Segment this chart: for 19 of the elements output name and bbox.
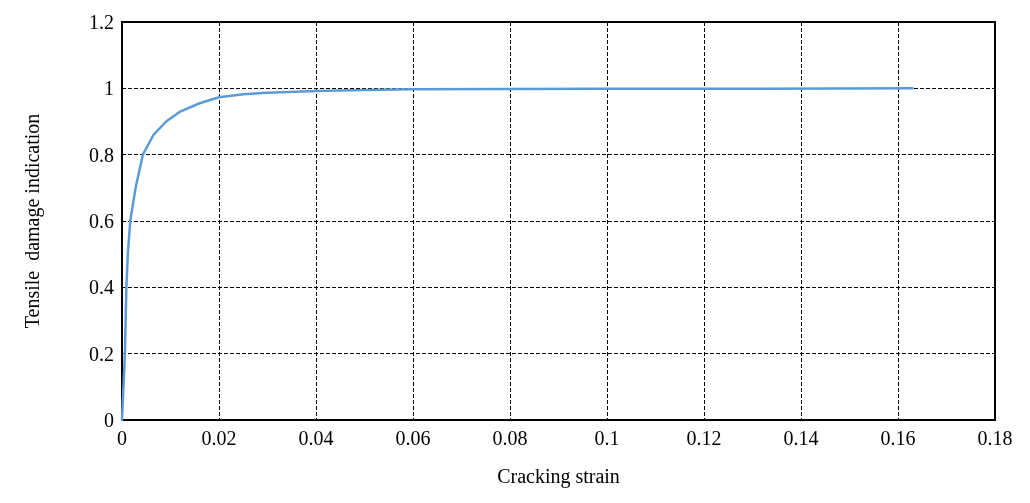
- x-tick-label: 0.08: [492, 427, 528, 449]
- line-series: [120, 87, 914, 422]
- x-tick-label: 0.14: [783, 427, 819, 449]
- x-tick-label: 0.18: [977, 427, 1013, 449]
- x-tick-label: 0.06: [395, 427, 431, 449]
- y-tick-label: 1.2: [89, 11, 114, 33]
- x-tick-label: 0.1: [594, 427, 620, 449]
- y-axis-title: Tensile damage indication: [21, 113, 44, 329]
- x-tick-label: 0.04: [298, 427, 334, 449]
- y-tick-label: 1: [104, 77, 114, 100]
- x-tick-label: 0.16: [880, 427, 916, 449]
- y-tick-label: 0.6: [89, 210, 114, 232]
- x-axis-title: Cracking strain: [497, 465, 620, 488]
- y-tick-label: 0.2: [89, 342, 114, 365]
- x-tick-label: 0.02: [201, 427, 237, 449]
- x-tick-label: 0.12: [686, 427, 722, 449]
- y-tick-label: 0: [104, 409, 114, 431]
- y-tick-label: 0.8: [89, 143, 114, 166]
- y-tick-label: 0.4: [89, 276, 114, 299]
